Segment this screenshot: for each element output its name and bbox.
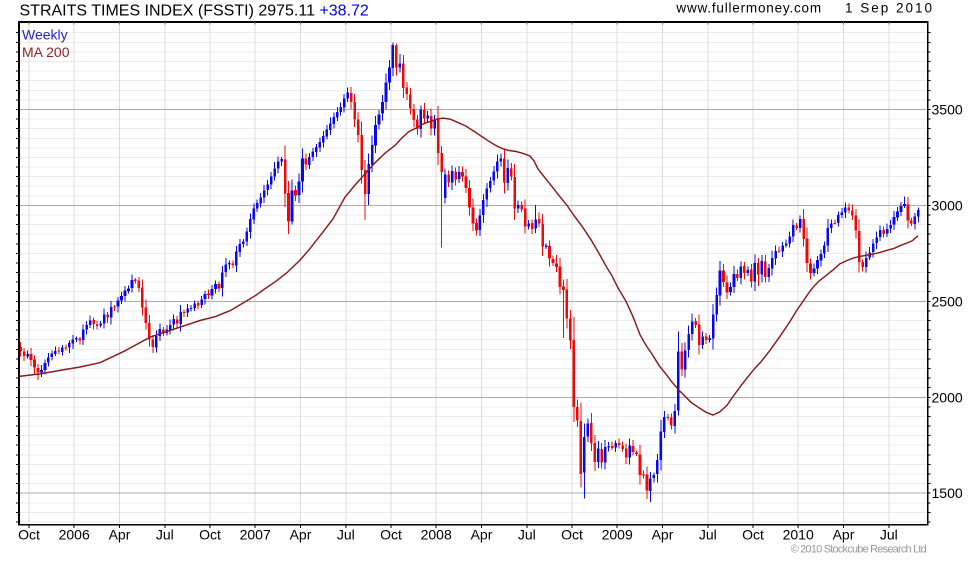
svg-text:2010: 2010	[783, 527, 814, 543]
svg-text:Apr: Apr	[109, 527, 131, 543]
svg-text:1 Sep 2010: 1 Sep 2010	[845, 1, 934, 16]
svg-text:2007: 2007	[240, 527, 271, 543]
svg-text:1500: 1500	[932, 485, 963, 501]
svg-text:STRAITS TIMES INDEX (FSSTI) 29: STRAITS TIMES INDEX (FSSTI) 2975.11 +38.…	[20, 3, 369, 20]
svg-text:© 2010 Stockcube Research Ltd: © 2010 Stockcube Research Ltd	[791, 543, 927, 555]
svg-text:Jul: Jul	[880, 527, 898, 543]
svg-text:2009: 2009	[602, 527, 633, 543]
svg-text:2500: 2500	[932, 293, 963, 309]
svg-text:Apr: Apr	[652, 527, 674, 543]
svg-text:2000: 2000	[932, 389, 963, 405]
svg-text:Jul: Jul	[699, 527, 717, 543]
svg-text:Oct: Oct	[380, 527, 402, 543]
svg-text:Apr: Apr	[290, 527, 312, 543]
svg-text:Oct: Oct	[742, 527, 764, 543]
svg-text:Apr: Apr	[471, 527, 493, 543]
svg-text:Oct: Oct	[561, 527, 583, 543]
svg-text:Jul: Jul	[337, 527, 355, 543]
svg-text:MA 200: MA 200	[22, 44, 70, 60]
svg-text:3500: 3500	[932, 102, 963, 118]
svg-text:Weekly: Weekly	[22, 27, 68, 43]
svg-text:Jul: Jul	[518, 527, 536, 543]
svg-text:Apr: Apr	[833, 527, 855, 543]
svg-text:3000: 3000	[932, 197, 963, 213]
svg-text:Oct: Oct	[18, 527, 40, 543]
svg-text:Jul: Jul	[156, 527, 174, 543]
svg-text:2008: 2008	[421, 527, 452, 543]
svg-text:Oct: Oct	[199, 527, 221, 543]
svg-text:www.fullermoney.com: www.fullermoney.com	[675, 1, 822, 16]
svg-text:2006: 2006	[59, 527, 90, 543]
